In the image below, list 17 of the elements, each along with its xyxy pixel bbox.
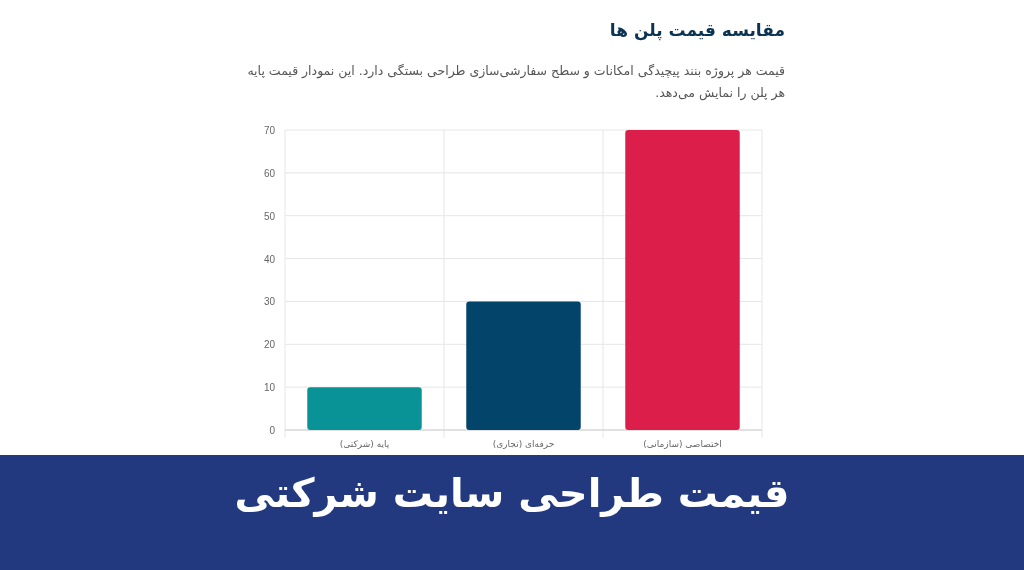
- y-tick-label: 50: [263, 210, 276, 222]
- bar: [307, 387, 422, 430]
- text: قیمت طراحی سایت شرکتی: [233, 470, 791, 516]
- bar: [625, 130, 740, 430]
- chart-title: مقایسه قیمت پلن ها: [609, 20, 785, 40]
- y-tick-label: 60: [263, 167, 276, 179]
- x-tick-label: پایه (شرکتی): [339, 439, 390, 449]
- x-tick-label: حرفه‌ای (تجاری): [492, 439, 555, 449]
- y-tick-label: 10: [263, 382, 276, 394]
- y-tick-label: 0: [269, 425, 276, 436]
- bar: [466, 301, 581, 430]
- x-tick-label: اختصاصی (سازمانی): [643, 439, 722, 449]
- y-tick-label: 20: [263, 339, 276, 351]
- chart-subtitle: قیمت هر پروژه بنند پیچیدگی امکانات و سطح سفارشی‌سازی طراحی بستگی دارد. این نمودار قیمت پایه هر پلن را نمایش می‌دهد.: [246, 62, 785, 103]
- y-tick-label: 30: [263, 296, 276, 308]
- y-tick-label: 40: [263, 253, 276, 265]
- y-tick-label: 70: [263, 125, 276, 136]
